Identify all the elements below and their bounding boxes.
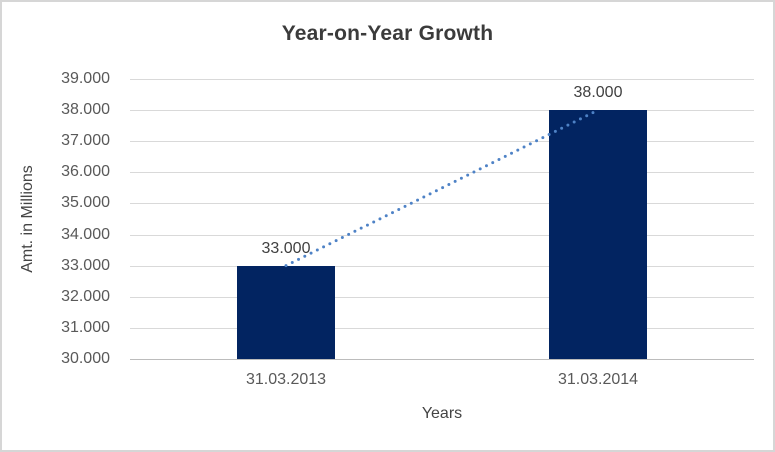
gridline: [130, 141, 754, 143]
gridline: [130, 265, 754, 267]
bar-31.03.2013: [237, 265, 335, 359]
y-tick-label: 38.000: [61, 101, 110, 119]
x-axis-line: [130, 359, 754, 360]
x-axis-title: Years: [421, 405, 463, 422]
gridline: [130, 79, 754, 80]
gridline: [130, 172, 754, 174]
y-tick-label: 33.000: [61, 256, 110, 274]
y-tick-label: 32.000: [61, 287, 110, 305]
gridline: [130, 327, 754, 329]
gridline: [130, 296, 754, 298]
bar-31.03.2014: [549, 110, 647, 359]
bar-value-label: 38.000: [573, 84, 623, 102]
plot-area: [130, 79, 754, 360]
y-tick-label: 34.000: [61, 225, 110, 243]
gridline: [130, 234, 754, 236]
y-tick-label: 36.000: [61, 163, 110, 181]
chart-title: Year-on-Year Growth: [281, 22, 494, 45]
x-tick-label: 31.03.2013: [245, 371, 327, 388]
gridline: [130, 203, 754, 205]
bar-value-label: 33.000: [261, 239, 311, 257]
y-tick-label: 37.000: [61, 132, 110, 150]
x-tick-label: 31.03.2014: [557, 371, 639, 388]
y-tick-label: 35.000: [61, 194, 110, 212]
y-tick-label: 31.000: [61, 318, 110, 336]
y-axis-title: Amt. in Millions: [19, 165, 36, 273]
gridline: [130, 110, 754, 112]
y-tick-label: 39.000: [61, 70, 110, 87]
y-tick-label: 30.000: [61, 350, 110, 367]
